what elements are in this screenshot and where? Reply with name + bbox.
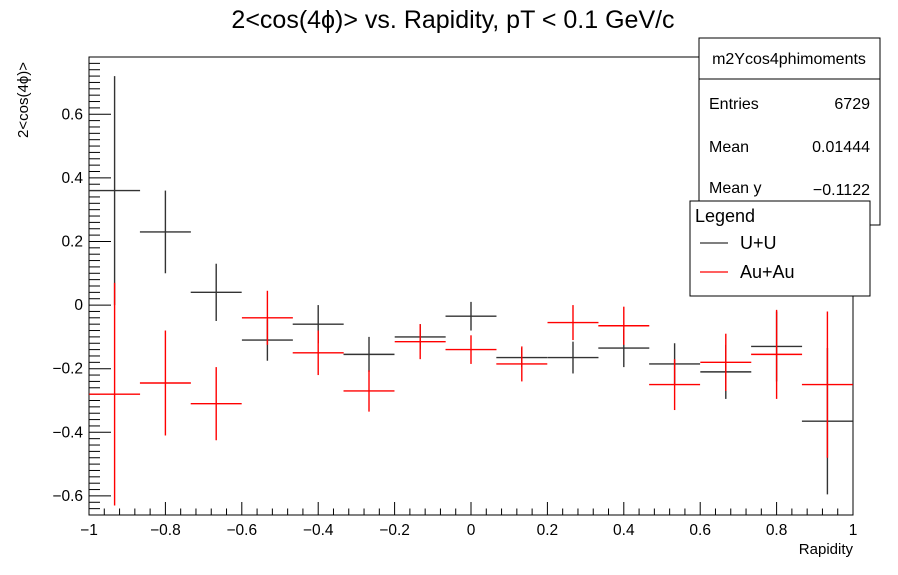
y-tick-label: 0.4	[61, 170, 83, 187]
x-tick-label: −1	[80, 522, 98, 539]
y-tick-label: −0.2	[52, 361, 83, 378]
axis-ticks: −1 −0.8 −0.6 −0.4 −0.2 0 0.2 0.4 0.6 0.8 1 −0.6 −0.4…	[52, 62, 858, 539]
y-axis-title: 2<cos(4ϕ)>	[15, 62, 32, 138]
x-tick-label: 0.4	[613, 522, 635, 539]
y-tick-label: 0.2	[61, 233, 83, 250]
stats-row-value: −0.1122	[813, 182, 870, 199]
legend-entry-label: U+U	[740, 233, 777, 253]
y-tick-label: −0.4	[52, 424, 83, 441]
x-tick-label: 0.2	[537, 522, 559, 539]
x-tick-label: −0.8	[150, 522, 181, 539]
stats-row-label: Mean y	[709, 180, 761, 197]
legend-entry-label: Au+Au	[740, 262, 795, 282]
series-auau	[89, 282, 853, 506]
stats-row-value: 0.01444	[812, 139, 870, 156]
series-layer	[89, 76, 853, 506]
stats-row-value: 6729	[834, 96, 870, 113]
stats-row-label: Entries	[709, 96, 759, 113]
x-tick-label: −0.6	[226, 522, 257, 539]
x-tick-label: −0.4	[303, 522, 334, 539]
chart-title: 2<cos(4ϕ)> vs. Rapidity, pT < 0.1 GeV/c	[231, 6, 674, 34]
x-tick-label: −0.2	[379, 522, 410, 539]
legend-frame	[689, 200, 871, 297]
x-tick-label: 0.6	[689, 522, 711, 539]
y-tick-label: 0.6	[61, 106, 83, 123]
x-tick-label: 1	[849, 522, 858, 539]
legend: Legend U+U Au+Au	[689, 200, 871, 297]
stats-row-label: Mean	[709, 139, 749, 156]
y-tick-label: 0	[74, 297, 83, 314]
legend-title: Legend	[695, 206, 755, 226]
stats-box: m2Ycos4phimoments Entries 6729 Mean 0.01…	[698, 37, 881, 226]
x-tick-label: 0	[467, 522, 476, 539]
y-tick-label: −0.6	[52, 488, 83, 505]
stats-box-name: m2Ycos4phimoments	[712, 51, 866, 68]
x-axis-title: Rapidity	[799, 541, 854, 558]
x-tick-label: 0.8	[766, 522, 788, 539]
